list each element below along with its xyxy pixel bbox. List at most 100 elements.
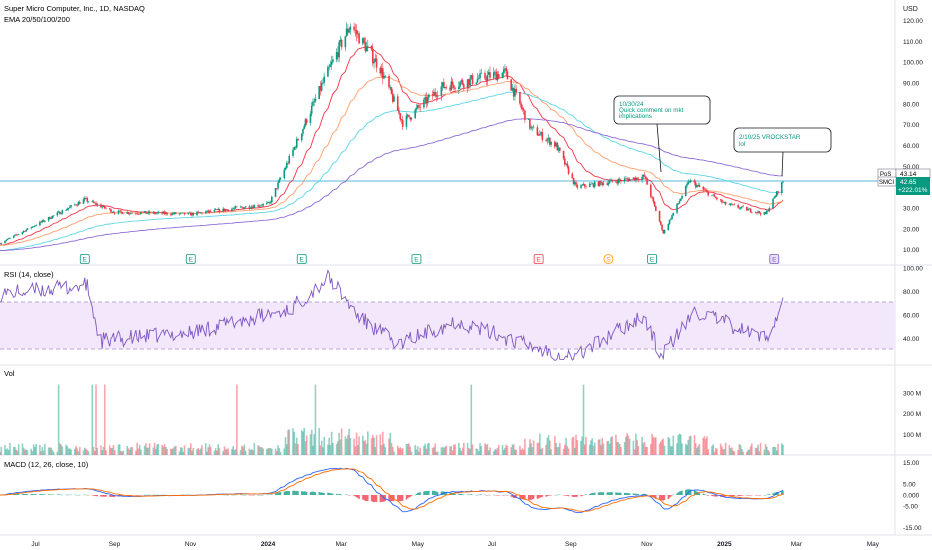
annotation-callout[interactable]: 10/30/24 Quick comment on mkt implicatio… (613, 95, 711, 173)
volume-bar (39, 445, 41, 455)
candle-body (7, 238, 10, 240)
candle-body (434, 91, 436, 95)
volume-bar (22, 447, 25, 455)
macd-histogram-bar (668, 495, 671, 498)
volume-bar (319, 445, 322, 455)
volume-bar (269, 447, 272, 455)
macd-histogram-bar (25, 494, 27, 495)
annotation-callout[interactable]: 2/10/25 VROCKSTAR lol (733, 127, 832, 177)
candle-body (111, 212, 114, 213)
volume-bar (703, 436, 706, 455)
event-letter: E (414, 257, 419, 264)
candle-body (600, 181, 602, 183)
volume-bar (24, 449, 26, 455)
macd-histogram-bar (96, 495, 98, 497)
volume-bar (243, 444, 246, 455)
macd-histogram-bar (49, 494, 51, 495)
candle-body (388, 75, 390, 88)
volume-bar (267, 448, 269, 455)
volume-bar (75, 445, 77, 455)
macd-histogram-bar (723, 495, 726, 497)
candle-body (155, 213, 157, 214)
macd-histogram-bar (22, 493, 25, 495)
time-tick: Nov (185, 541, 197, 548)
volume-bar (258, 446, 261, 455)
volume-bar (645, 446, 647, 455)
volume-bar (279, 451, 282, 455)
candle-body (711, 195, 713, 196)
candle-body (506, 71, 509, 80)
macd-histogram-bar (100, 495, 102, 497)
volume-bar (108, 445, 111, 455)
candle-body (17, 234, 20, 235)
candle-body (5, 240, 8, 242)
candle-body (330, 61, 333, 65)
candle-body (623, 178, 626, 182)
candle-body (121, 211, 123, 214)
macd-histogram-bar (480, 494, 482, 495)
candle-body (632, 177, 635, 179)
volume-bar (651, 433, 653, 455)
volume-bar (625, 436, 627, 455)
volume-bar (170, 448, 172, 455)
volume-bar (251, 449, 253, 455)
candle-body (419, 107, 421, 108)
volume-bar (495, 449, 498, 455)
volume-bar (765, 446, 768, 455)
volume-bar (681, 443, 683, 455)
candle-body (423, 99, 425, 108)
macd-histogram-bar (591, 493, 593, 495)
candle-body (471, 75, 474, 84)
macd-histogram-bar (511, 495, 514, 498)
candle-body (67, 207, 70, 210)
macd-histogram-bar (546, 495, 549, 497)
volume-bar (633, 449, 636, 455)
candle-body (643, 174, 646, 177)
volume-bar (401, 448, 404, 455)
volume-bar (466, 442, 469, 455)
volume-bar (231, 448, 233, 455)
volume-bar (746, 451, 748, 455)
candle-body (475, 82, 478, 84)
candle-body (737, 204, 739, 208)
macd-histogram-bar (24, 494, 26, 495)
macd-histogram-bar (602, 492, 605, 495)
candle-body (728, 204, 731, 206)
volume-bar (285, 444, 288, 455)
volume-bar (554, 436, 556, 455)
volume-bar (436, 451, 439, 455)
volume-bar (684, 443, 687, 455)
volume-bar (564, 444, 566, 455)
macd-histogram-bar (566, 495, 569, 496)
volume-bar (367, 431, 369, 455)
candle-body (480, 72, 483, 74)
macd-histogram-bar (433, 490, 435, 495)
candle-body (671, 215, 673, 220)
macd-histogram-bar (460, 493, 463, 495)
candle-body (652, 197, 655, 202)
candle-body (304, 119, 307, 126)
candle-body (651, 196, 653, 198)
volume-bar (222, 451, 224, 455)
volume-bar (641, 436, 643, 455)
smci-tag-value: 42.65 (900, 179, 917, 186)
volume-bar (729, 448, 732, 455)
volume-bar (440, 447, 443, 455)
macd-histogram-bar (632, 493, 635, 495)
macd-histogram-bar (30, 494, 32, 495)
candle-body (120, 210, 122, 212)
volume-bar (545, 444, 547, 455)
macd-histogram-bar (572, 495, 575, 498)
candle-body (365, 46, 368, 52)
volume-bar (650, 444, 652, 455)
ema-200-line (0, 118, 783, 252)
volume-bar (143, 445, 146, 455)
candle-body (731, 203, 733, 205)
candle-body (91, 201, 94, 202)
volume-bar (178, 451, 181, 455)
volume-bar (113, 450, 116, 455)
candle-body (496, 74, 499, 81)
candle-body (751, 212, 753, 213)
candle-body (719, 199, 722, 201)
